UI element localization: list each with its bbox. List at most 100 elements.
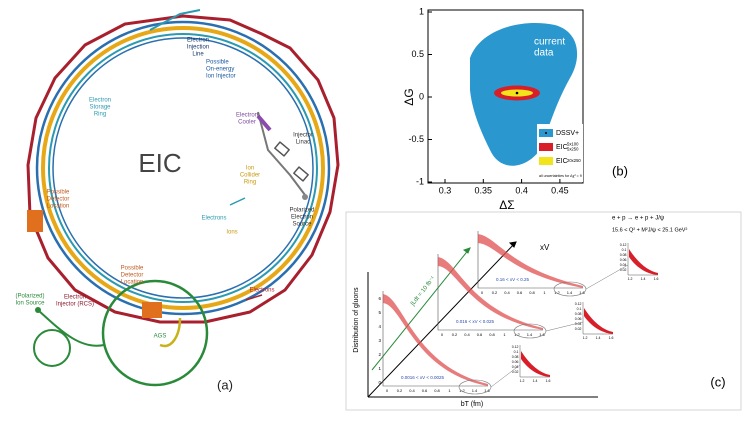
component-label: On-energy <box>206 67 234 73</box>
inset-y-tick: 0.06 <box>620 258 627 262</box>
component-label: Possible <box>47 190 70 196</box>
y-tick-label: 0 <box>419 91 424 101</box>
inset-band <box>629 249 658 275</box>
y-tick-label: 1 <box>419 6 424 16</box>
component-label: Electron <box>291 215 313 221</box>
legend-swatch <box>545 132 547 134</box>
y-tick-label: 0.5 <box>411 49 424 59</box>
region-label: data <box>534 48 554 59</box>
x-tick-label: 1.6 <box>579 290 585 295</box>
inset-y-tick: 0.08 <box>575 312 582 316</box>
inset-y-tick: 0.12 <box>512 345 519 349</box>
component-label: Possible <box>121 266 144 272</box>
gluon-subplots: 0 0.2 0.4 0.6 0.8 1 1.2 1.4 1.6 0 1 2 3 4 5 6 0.0016 < x… <box>378 231 659 395</box>
component-label: Linac <box>296 140 310 146</box>
component-label: Cooler <box>238 120 256 126</box>
luminosity: ∫Ldt = 10 fb⁻¹ <box>409 275 437 308</box>
component-label: Source <box>292 222 312 228</box>
x-tick-label: 0.4 <box>515 185 528 195</box>
x-tick-label: 1.6 <box>484 388 490 393</box>
component-label: Detector <box>47 197 70 203</box>
x-tick-label: 1.4 <box>567 290 573 295</box>
y-tick-label: 0 <box>378 380 381 385</box>
subplot-axes <box>382 291 488 387</box>
caption: (c) <box>710 374 725 389</box>
y-tick-label: 2 <box>378 352 381 357</box>
subplot-axes <box>437 254 543 331</box>
component-label: Electrons <box>249 288 274 294</box>
range-label: 0.0016 < xV < 0.0025 <box>401 375 445 380</box>
annotation: Q² = 10 GeV² <box>437 19 497 30</box>
y-tick-label: 3 <box>378 338 381 343</box>
inset-y-tick: 0.04 <box>620 263 627 267</box>
x-axis-label: bT (fm) <box>461 401 483 408</box>
legend-label: DSSV+ <box>556 130 579 137</box>
x-tick-label: 0.6 <box>477 332 483 337</box>
x-tick-label: 0.8 <box>489 332 495 337</box>
inset-y-tick: 0.1 <box>514 350 519 354</box>
gluon-band <box>438 257 543 330</box>
inset-y-tick: 0.08 <box>620 253 627 257</box>
legend-label: EIC <box>556 144 568 151</box>
inset-y-tick: 0.12 <box>620 243 627 247</box>
inset-x-tick: 1.6 <box>546 379 551 383</box>
x-tick-label: 0.8 <box>434 388 440 393</box>
x-tick-label: 0.2 <box>452 332 458 337</box>
x-tick-label: 0.6 <box>422 388 428 393</box>
component-label: Storage <box>89 105 111 111</box>
y-tick-label: -1 <box>416 176 424 186</box>
inset-y-tick: 0.1 <box>622 248 627 252</box>
x-tick-label: 0.6 <box>517 290 523 295</box>
gluon-band <box>478 234 583 288</box>
component-label: AGS <box>154 334 167 340</box>
component-label: Line <box>192 52 204 58</box>
caption: (a) <box>217 377 233 392</box>
component-label: Ring <box>244 180 256 186</box>
component-label: Location <box>121 280 144 286</box>
inset-y-tick: 0.12 <box>575 302 582 306</box>
x-tick-label: 1 <box>448 388 451 393</box>
inset-band <box>521 351 550 377</box>
inset-x-tick: 1.6 <box>654 277 659 281</box>
x-tick-label: 0.4 <box>464 332 470 337</box>
range-label: 0.016 < xV < 0.025 <box>456 319 495 324</box>
y-tick-label: -0.5 <box>408 134 424 144</box>
inset-y-tick: 0.06 <box>575 317 582 321</box>
legend-label: 5x250 <box>567 147 579 152</box>
inset-x-tick: 1.6 <box>609 336 614 340</box>
eic-labels: ElectronInjectionLinePossibleOn-energyIo… <box>15 38 314 340</box>
link <box>545 321 584 332</box>
x-tick-label: 0 <box>386 388 389 393</box>
component-label: Location <box>47 204 70 210</box>
legend-swatch <box>539 143 553 151</box>
x-tick-label: 0.8 <box>529 290 535 295</box>
inset-axes <box>519 345 550 378</box>
component-label: Detector <box>121 273 144 279</box>
link <box>490 364 521 388</box>
y-tick-label: 4 <box>378 324 381 329</box>
component-label: Ion Source <box>15 301 45 307</box>
x-tick-label: 1 <box>543 290 546 295</box>
inset-y-tick: 0.02 <box>512 370 519 374</box>
legend-label: EIC <box>556 158 568 165</box>
x-tick-label: 1.4 <box>472 388 478 393</box>
x-tick-label: 0.3 <box>439 185 452 195</box>
x-tick-label: 1 <box>503 332 506 337</box>
x-tick-label: 0.2 <box>492 290 498 295</box>
x-tick-label: 0.35 <box>475 185 493 195</box>
subplot-axes <box>477 231 583 289</box>
gluon-band <box>383 294 488 386</box>
component-label: Electron <box>236 113 258 119</box>
x-tick-label: 0.45 <box>551 185 569 195</box>
inset-axes <box>627 243 658 276</box>
inset-x-tick: 1.2 <box>583 336 588 340</box>
inset-y-tick: 0.02 <box>620 268 627 272</box>
component-label: Electron <box>187 38 209 44</box>
inset-y-tick: 0.06 <box>512 360 519 364</box>
inset-y-tick: 0.04 <box>512 365 519 369</box>
caption: (b) <box>612 163 628 178</box>
x-tick-label: 1.2 <box>554 290 560 295</box>
x-tick-label: 0 <box>441 332 444 337</box>
